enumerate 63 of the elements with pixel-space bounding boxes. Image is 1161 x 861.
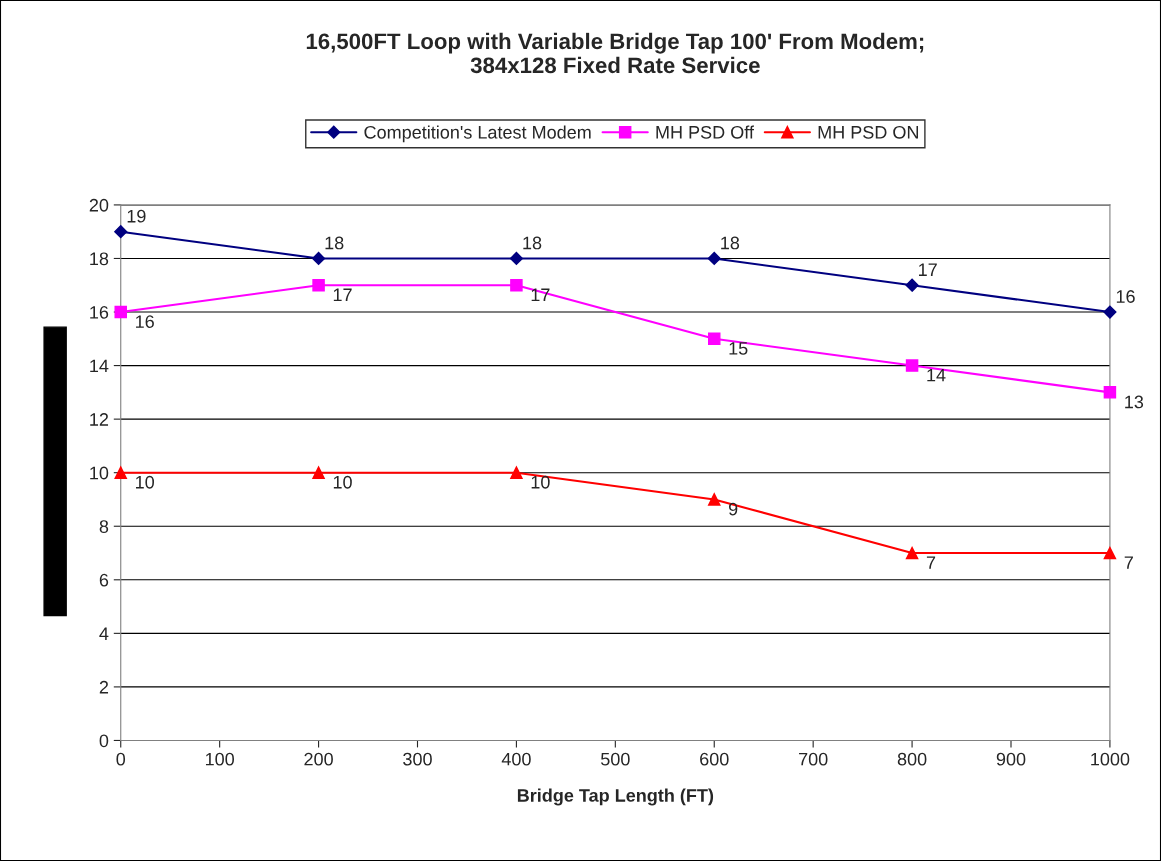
y-tick-label: 8: [99, 520, 109, 533]
point: [1103, 386, 1117, 399]
point: [707, 493, 721, 506]
point: [510, 466, 523, 479]
data-label: 17: [919, 263, 937, 276]
point: [1103, 305, 1117, 319]
point: [311, 251, 326, 266]
x-tick-label: 200: [304, 752, 333, 766]
data-label: 18: [721, 236, 740, 250]
y-tick-label: 18: [90, 252, 109, 266]
x-tick-label: 900: [996, 752, 1026, 766]
data-label: 17: [333, 288, 352, 302]
x-axis-title: Bridge Tap Length (FT): [517, 788, 714, 806]
data-label: 10: [531, 475, 550, 489]
point: [707, 332, 721, 346]
data-label: 19: [127, 209, 146, 223]
x-tick-label: 800: [897, 752, 927, 766]
data-label: 10: [136, 475, 155, 489]
point: [312, 278, 325, 292]
point: [905, 278, 919, 292]
y-tick-label: 16: [90, 305, 109, 319]
x-tick-label: 400: [501, 752, 531, 766]
legend-label: MH PSD ON: [818, 125, 919, 139]
point: [905, 359, 919, 372]
data-label: 9: [728, 502, 738, 516]
x-tick-label: 300: [403, 752, 432, 766]
point: [114, 225, 128, 239]
x-tick-label: 1000: [1091, 752, 1130, 766]
y-tick-label: 6: [99, 573, 109, 587]
y-tick-label: 0: [99, 734, 109, 748]
y-tick-label: 12: [90, 413, 109, 426]
point: [1103, 546, 1117, 560]
y-tick-label: 4: [99, 627, 109, 640]
y-tick-label: 14: [90, 359, 109, 373]
data-label: 14: [927, 368, 946, 382]
legend-label: MH PSD Off: [656, 125, 754, 139]
y-tick-label: 10: [90, 466, 109, 480]
y-tick-label: 20: [89, 198, 109, 212]
x-tick-label: 600: [700, 752, 729, 766]
data-label: 15: [729, 342, 748, 355]
data-label: 17: [531, 288, 550, 302]
data-label: 18: [523, 236, 542, 250]
x-tick-label: 700: [799, 752, 828, 766]
point: [509, 251, 524, 266]
point: [114, 305, 127, 319]
point: [707, 251, 721, 266]
point: [905, 546, 919, 560]
x-tick-label: 0: [116, 752, 126, 766]
data-label: 18: [325, 236, 344, 250]
data-label: 13: [1125, 395, 1144, 409]
point: [312, 466, 325, 479]
legend-label: Competition's Latest Modem: [364, 125, 591, 143]
chart-title: 16,500FT Loop with Variable Bridge Tap 100' From Modem; 384x128 Fixed Rate Service: [306, 32, 924, 74]
point: [114, 466, 127, 479]
x-tick-label: 100: [205, 752, 235, 766]
data-label: 7: [1124, 556, 1133, 569]
data-label: 10: [333, 475, 352, 489]
y-tick-label: 2: [99, 680, 109, 694]
data-label: 7: [926, 556, 936, 569]
point: [510, 278, 523, 292]
data-label: 16: [136, 315, 154, 328]
data-label: 16: [1116, 290, 1135, 303]
x-tick-label: 500: [600, 752, 630, 766]
